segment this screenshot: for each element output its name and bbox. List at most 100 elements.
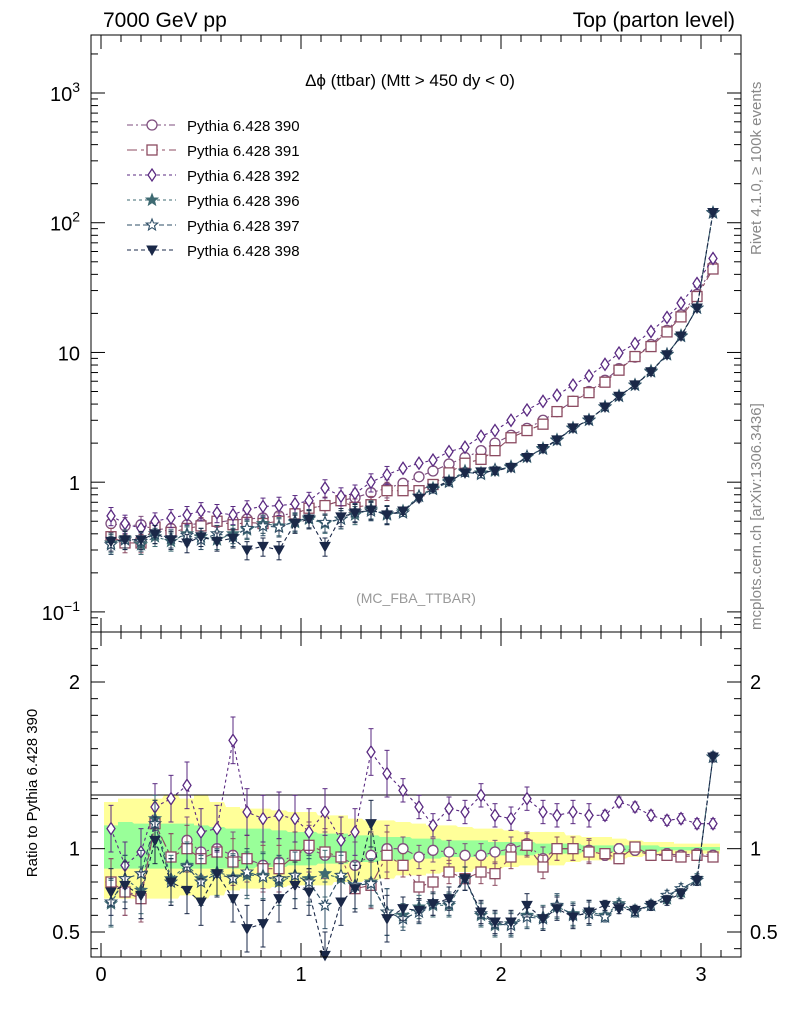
series-392-main-point: [708, 251, 718, 266]
series-390-ratio-point: [427, 844, 439, 856]
series-398-main-point: [365, 505, 377, 517]
series-392-main-point: [676, 295, 686, 311]
ratio-series-layer: [103, 716, 721, 962]
series-392-main-point: [568, 377, 578, 393]
series-390-main-point: [427, 465, 439, 477]
series-398-main-point: [645, 367, 657, 378]
series-392-ratio-point: [320, 804, 330, 820]
series-398-ratio-point: [583, 907, 595, 919]
series-392-main-point: [336, 489, 346, 504]
series-398-main-point: [211, 536, 223, 548]
series-392-ratio-point: [708, 816, 718, 831]
main-ytick-base: 10: [50, 214, 72, 236]
series-398-ratio-point: [489, 917, 501, 929]
series-398-ratio-point: [195, 897, 207, 909]
series-392-ratio-point: [366, 744, 376, 760]
x-tick-label: 1: [295, 964, 306, 986]
series-392-main-point: [242, 501, 252, 517]
series-392-ratio-point: [258, 811, 268, 826]
title-rest: (ttbar) (Mtt > 450 dy < 0): [326, 71, 515, 90]
series-398-main-point: [289, 519, 301, 530]
rivet-label: Rivet 4.1.0, ≥ 100k events: [748, 82, 765, 255]
legend-item-397-marker: [144, 217, 160, 232]
series-392-main-point: [366, 475, 376, 490]
series-398-main-point: [661, 350, 673, 361]
x-axis-ticks: 0 1 2 3: [95, 632, 742, 986]
series-392-main-point: [614, 345, 624, 361]
main-ytick-exp: 3: [72, 79, 80, 95]
series-398-ratio-point: [475, 907, 487, 919]
series-398-main-point: [413, 493, 425, 505]
ratio-y-ticks: 0.5 0.5 1 1 2 2: [52, 648, 778, 950]
series-398-ratio-point: [661, 895, 673, 907]
main-ytick-label: 103: [50, 79, 80, 106]
series-392-ratio-point: [662, 813, 672, 828]
series-392-ratio-point: [290, 811, 300, 826]
series-398-ratio-point: [289, 880, 301, 892]
series-398-main-point: [257, 541, 269, 553]
series-391-main-point: [599, 376, 611, 388]
series-392-main-point: [228, 507, 238, 523]
series-392-ratio-point: [568, 804, 578, 820]
series-391-main-point: [583, 386, 595, 399]
series-391-ratio-point: [537, 861, 549, 873]
series-398-ratio-point: [599, 900, 611, 912]
x-tick-label: 2: [495, 964, 506, 986]
series-398-main-point: [691, 303, 703, 315]
series-398-ratio-point: [381, 914, 393, 925]
series-390-ratio-point: [459, 849, 471, 861]
series-392-ratio-point: [646, 808, 656, 823]
main-ytick-base: 1: [69, 473, 80, 495]
series-398-ratio-point: [505, 917, 517, 929]
series-392-main-point: [398, 461, 408, 476]
series-398-ratio-point: [303, 887, 315, 899]
series-398-main-point: [165, 535, 177, 546]
series-392-ratio-point: [274, 808, 284, 823]
series-397-ratio-point: [317, 897, 333, 912]
main-ytick-label: 10−1: [42, 598, 80, 625]
ratio-ytick-label-left: 0.5: [52, 922, 80, 944]
ratio-ytick-label-left: 1: [69, 839, 80, 861]
series-392-main-point: [646, 324, 656, 339]
series-392-main-point: [414, 456, 424, 471]
series-398-main-point: [303, 514, 315, 526]
ratio-ytick-label-right: 2: [750, 672, 761, 694]
series-392-main-point: [476, 429, 486, 444]
series-398-ratio-point: [675, 889, 687, 900]
series-398-main-point: [613, 391, 625, 403]
series-392-ratio-point: [600, 808, 610, 823]
series-398-ratio-point: [319, 950, 331, 962]
series-392-ratio-point: [614, 794, 624, 810]
series-398-ratio-point: [181, 885, 193, 897]
ratio-ytick-label-right: 0.5: [750, 922, 778, 944]
series-398-ratio-point: [459, 874, 471, 885]
series-392-ratio-line: [110, 740, 713, 867]
series-392-main-point: [182, 507, 192, 523]
series-392-ratio-point: [182, 778, 192, 793]
series-392-main-point: [304, 493, 314, 508]
series-390-ratio-line: [110, 821, 714, 896]
series-391-main-point: [629, 350, 641, 363]
series-398-main-point: [459, 468, 471, 479]
series-392-ratio-point: [166, 791, 176, 806]
series-392-ratio-point: [428, 818, 438, 833]
series-392-ratio-point: [106, 821, 116, 836]
main-ytick-exp: −1: [64, 598, 80, 614]
mcplots-label: mcplots.cern.ch [arXiv:1306.3436]: [748, 403, 765, 630]
series-398-ratio-point: [567, 912, 579, 924]
header-right: Top (parton level): [573, 9, 735, 32]
ratio-bands: [104, 795, 720, 899]
series-398-main-point: [583, 415, 595, 426]
series-391-main-point: [489, 445, 501, 457]
ratio-plot-frame: [90, 631, 742, 958]
series-396-ratio-line: [110, 756, 714, 926]
series-398-ratio-point: [273, 894, 285, 905]
main-ytick-label: 10: [58, 343, 80, 365]
series-392-ratio-point: [212, 821, 222, 836]
series-397-ratio-point: [255, 869, 271, 884]
series-391-ratio-point: [489, 868, 501, 880]
series-392-ratio-point: [584, 808, 594, 823]
series-391-main-line: [110, 268, 714, 544]
